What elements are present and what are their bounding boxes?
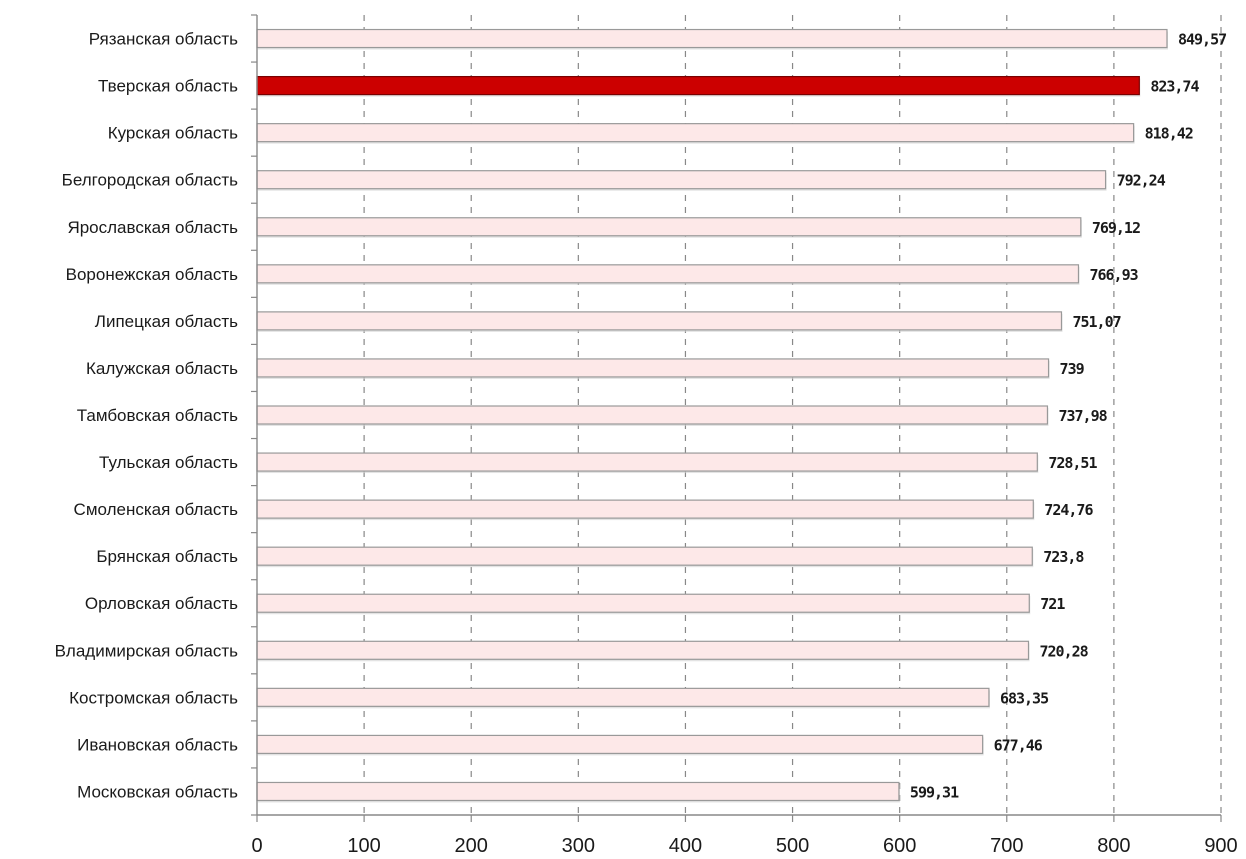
- data-label: 792,24: [1117, 172, 1166, 190]
- x-tick-label: 800: [1097, 835, 1130, 857]
- axes: [251, 14, 1222, 822]
- bar: [256, 28, 1168, 49]
- category-label: Московская область: [77, 782, 238, 801]
- x-tick-label: 700: [990, 835, 1023, 857]
- data-label: 723,8: [1043, 548, 1084, 566]
- category-label: Орловская область: [85, 594, 238, 613]
- category-label: Воронежская область: [66, 265, 239, 284]
- bar: [256, 546, 1033, 566]
- bar: [256, 217, 1082, 237]
- x-tick-label: 200: [455, 835, 488, 857]
- data-label: 751,07: [1072, 313, 1120, 331]
- data-label: 599,31: [910, 783, 959, 801]
- bar: [256, 687, 990, 707]
- bar: [256, 405, 1049, 425]
- bar: [256, 170, 1107, 190]
- category-label: Курская область: [108, 124, 238, 143]
- bar: [256, 452, 1038, 472]
- data-label: 721: [1040, 595, 1065, 613]
- data-label: 766,93: [1089, 266, 1138, 284]
- bar-highlighted: [256, 75, 1140, 96]
- bar: [256, 593, 1030, 613]
- category-label: Липецкая область: [95, 312, 238, 331]
- data-label: 737,98: [1058, 407, 1107, 425]
- category-label: Владимирская область: [55, 641, 239, 660]
- bar: [256, 311, 1063, 331]
- bar: [256, 734, 984, 755]
- x-tick-label: 0: [251, 835, 262, 857]
- category-label: Тамбовская область: [77, 406, 238, 425]
- data-label: 728,51: [1048, 454, 1097, 472]
- category-label: Белгородская область: [62, 171, 238, 190]
- bar: [256, 123, 1135, 143]
- category-label: Смоленская область: [74, 500, 239, 519]
- data-label: 849,57: [1178, 31, 1226, 49]
- bar: [256, 358, 1050, 378]
- category-label: Калужская область: [86, 359, 238, 378]
- x-tick-label: 900: [1204, 835, 1237, 857]
- category-label: Брянская область: [96, 547, 238, 566]
- x-tick-label: 400: [669, 835, 702, 857]
- category-label: Рязанская область: [89, 30, 238, 49]
- x-tick-label: 500: [776, 835, 809, 857]
- bars: [256, 28, 1168, 803]
- data-label: 823,74: [1150, 78, 1199, 96]
- data-label: 769,12: [1092, 219, 1140, 237]
- data-label: 677,46: [994, 736, 1043, 754]
- data-label: 724,76: [1044, 501, 1093, 519]
- category-label: Тульская область: [99, 453, 238, 472]
- bar: [256, 640, 1030, 660]
- data-label: 818,42: [1145, 125, 1193, 143]
- category-label: Ярославская область: [67, 218, 238, 237]
- labels: 0 100 200 300 400 500 600 700 800 900 Рязанская об…: [55, 30, 1238, 857]
- data-label: 720,28: [1039, 642, 1088, 660]
- data-label: 739: [1060, 360, 1085, 378]
- data-label: 683,35: [1000, 689, 1049, 707]
- bar: [256, 499, 1034, 519]
- x-tick-label: 600: [883, 835, 916, 857]
- category-label: Тверская область: [98, 77, 238, 96]
- x-tick-label: 300: [562, 835, 595, 857]
- x-tick-label: 100: [347, 835, 380, 857]
- category-label: Костромская область: [69, 688, 238, 707]
- bar: [256, 781, 900, 802]
- bar: [256, 264, 1080, 284]
- category-label: Ивановская область: [77, 735, 238, 754]
